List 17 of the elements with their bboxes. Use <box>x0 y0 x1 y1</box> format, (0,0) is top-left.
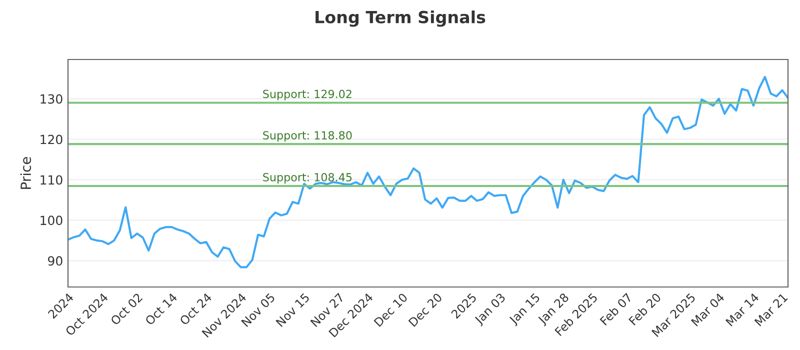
x-tick-label: Oct 24 <box>179 292 212 326</box>
chart-title: Long Term Signals <box>316 10 486 27</box>
ref-line-label: Support: 108.45 <box>263 173 352 184</box>
x-tick-label: Oct 02 <box>110 292 143 326</box>
ref-line-label: Support: 129.02 <box>263 90 352 100</box>
y-tick-label: 110 <box>40 175 62 185</box>
line-series <box>68 76 788 268</box>
y-tick-label: 130 <box>40 94 62 104</box>
x-tick-label: Oct 14 <box>144 292 178 326</box>
y-axis-title: Price <box>20 157 32 189</box>
y-tick-label: 100 <box>40 216 62 226</box>
x-tick-label: Dec 10 <box>374 292 408 327</box>
y-tick-label: 90 <box>48 256 62 266</box>
x-tick-label: Dec 20 <box>408 292 443 327</box>
ref-line-label: Support: 118.80 <box>263 131 352 142</box>
x-tick-label: Nov 15 <box>276 292 310 328</box>
y-tick-label: 120 <box>40 134 62 144</box>
